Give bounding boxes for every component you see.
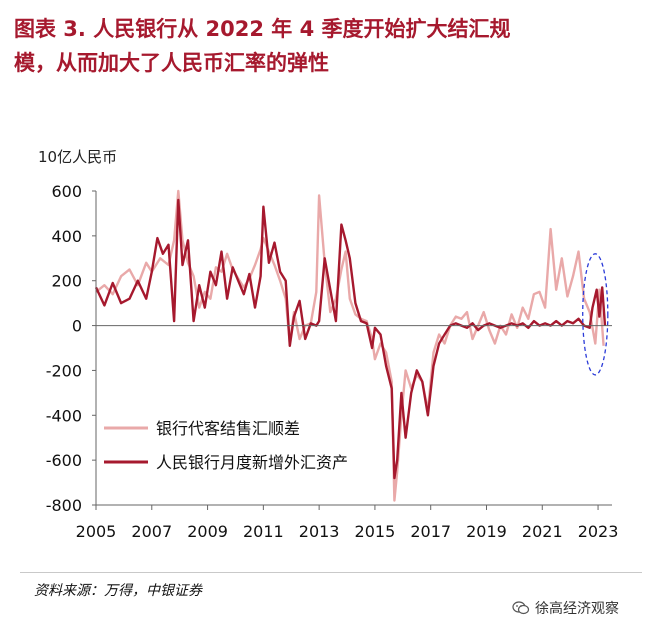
- title-line-1: 图表 3. 人民银行从 2022 年 4 季度开始扩大结汇规: [14, 17, 511, 41]
- wechat-icon: [512, 601, 530, 615]
- x-tick-label: 2013: [299, 522, 340, 541]
- x-tick-label: 2017: [410, 522, 451, 541]
- y-tick-label: 400: [51, 227, 82, 246]
- line-chart: -800 -600 -400 -200 0 200 400 600 2005 2007 2009 20…: [46, 182, 619, 541]
- source-note: 资料来源：万得，中银证券: [34, 583, 202, 599]
- x-tick-label: 2019: [466, 522, 507, 541]
- y-tick-label: 600: [51, 182, 82, 201]
- x-tick-label: 2021: [522, 522, 563, 541]
- watermark-text: 徐高经济观察: [535, 601, 619, 617]
- legend-label: 银行代客结售汇顺差: [156, 419, 300, 438]
- y-tick-label: -600: [46, 451, 82, 470]
- x-tick-label: 2023: [578, 522, 619, 541]
- y-tick-label: 0: [72, 317, 82, 336]
- series-line-pboc-fx-assets: [94, 198, 607, 480]
- y-axis-unit-label: 10亿人民币: [38, 148, 118, 166]
- x-tick-label: 2005: [76, 522, 117, 541]
- y-tick-label: 200: [51, 272, 82, 291]
- y-tick-label: -400: [46, 406, 82, 425]
- x-tick-label: 2009: [187, 522, 228, 541]
- x-tick-label: 2015: [355, 522, 396, 541]
- watermark: 徐高经济观察: [512, 598, 619, 618]
- series-layer: [94, 189, 609, 502]
- axes-layer: -800 -600 -400 -200 0 200 400 600 2005 2007 2009 20…: [46, 182, 619, 541]
- legend-label: 人民银行月度新增外汇资产: [156, 453, 348, 472]
- x-tick-label: 2007: [131, 522, 172, 541]
- title-line-2: 模，从而加大了人民币汇率的弹性: [14, 51, 329, 75]
- y-tick-label: -800: [46, 496, 82, 515]
- x-tick-label: 2011: [243, 522, 284, 541]
- footer-divider: [20, 572, 642, 573]
- page-title: 图表 3. 人民银行从 2022 年 4 季度开始扩大结汇规 模，从而加大了人民…: [14, 12, 644, 80]
- y-tick-label: -200: [46, 361, 82, 380]
- highlight-ellipse: [582, 253, 609, 376]
